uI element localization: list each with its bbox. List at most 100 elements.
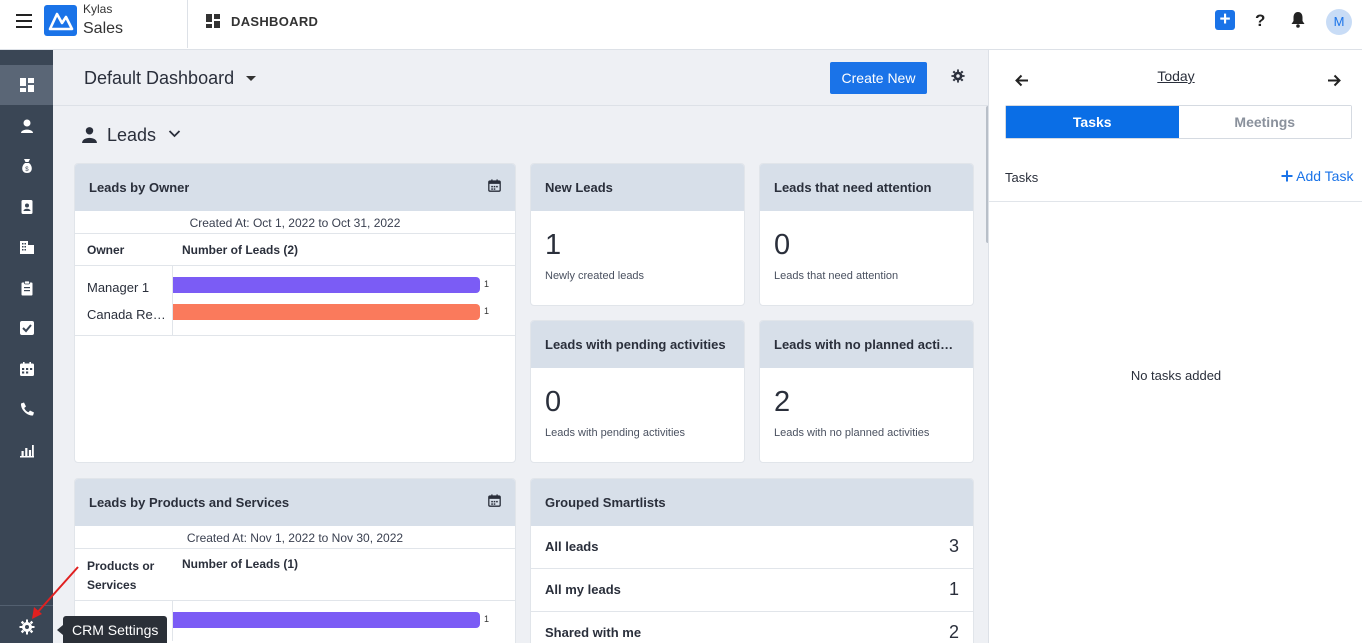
- smartlist-row[interactable]: All leads 3: [531, 526, 973, 569]
- day-label[interactable]: Today: [1157, 68, 1195, 84]
- smartlist-count: 1: [948, 579, 959, 599]
- tasks-checkbox-icon: [19, 321, 34, 335]
- brand-product: Sales: [83, 20, 124, 37]
- column-header-count: Number of Leads (1): [182, 557, 299, 571]
- divider: [989, 201, 1362, 202]
- stat-value: 2: [774, 386, 791, 418]
- card-header: Leads with pending activities: [531, 321, 744, 368]
- calendar-icon[interactable]: [488, 178, 501, 197]
- sidebar-item-companies[interactable]: [0, 227, 53, 267]
- phone-icon: [20, 402, 34, 416]
- smartlist-row[interactable]: All my leads 1: [531, 569, 973, 612]
- column-header-count: Number of Leads (2): [182, 242, 299, 257]
- hamburger-menu-icon[interactable]: [16, 14, 32, 28]
- arrow-right-icon[interactable]: [1327, 74, 1341, 92]
- panel-tabs: Tasks Meetings: [1005, 105, 1352, 139]
- card-header: Grouped Smartlists: [531, 479, 973, 526]
- sidebar-item-crm-settings[interactable]: [0, 607, 53, 643]
- section-chevron-down-icon[interactable]: [168, 127, 181, 145]
- arrow-left-icon[interactable]: [1015, 74, 1029, 92]
- smartlist-label: All leads: [545, 539, 599, 554]
- section-title: Leads: [107, 125, 157, 145]
- grouped-smartlists-card: Grouped Smartlists All leads 3 All my le…: [530, 478, 974, 643]
- smartlist-row[interactable]: Shared with me 2: [531, 612, 973, 643]
- sidebar-item-tasks[interactable]: [0, 308, 53, 348]
- stat-caption: Newly created leads: [545, 270, 645, 282]
- settings-gear-icon: [19, 619, 34, 635]
- bar-value: 1: [484, 614, 490, 624]
- dashboard-settings-gear-icon[interactable]: [951, 69, 965, 88]
- column-header-line: Services: [87, 578, 137, 592]
- sidebar-item-reports[interactable]: [0, 430, 53, 470]
- brand-name: Kylas: [83, 2, 113, 16]
- quick-add-button[interactable]: +: [1215, 10, 1235, 30]
- stat-value: 1: [545, 229, 562, 261]
- bar-manager-1[interactable]: [173, 277, 480, 293]
- empty-state-text: No tasks added: [1130, 368, 1222, 383]
- divider: [187, 0, 188, 48]
- crm-settings-tooltip: CRM Settings: [56, 616, 168, 643]
- calendar-icon: [19, 362, 34, 376]
- date-range-label: Created At: Oct 1, 2022 to Oct 31, 2022: [189, 216, 401, 230]
- card-header: Leads with no planned activities: [760, 321, 973, 368]
- leads-attention-card[interactable]: Leads that need attention 0 Leads that n…: [759, 163, 974, 306]
- sidebar-item-clipboard[interactable]: [0, 268, 53, 308]
- page-title: DASHBOARD: [231, 14, 319, 29]
- dashboard-icon: [19, 78, 34, 92]
- column-divider: [172, 601, 173, 641]
- add-task-link[interactable]: Add Task: [1281, 168, 1353, 184]
- sidebar-item-calendar[interactable]: [0, 349, 53, 389]
- address-book-icon: [21, 200, 32, 214]
- sidebar-item-contacts[interactable]: [0, 106, 53, 146]
- sidebar-divider: [0, 605, 53, 606]
- contacts-icon: [20, 119, 33, 133]
- bar-product[interactable]: [173, 612, 480, 628]
- card-title: Leads by Owner: [89, 180, 190, 195]
- card-title: Leads with no planned activities: [774, 337, 959, 352]
- card-header: New Leads: [531, 164, 744, 211]
- leads-by-products-card: Leads by Products and Services Created A…: [74, 478, 516, 643]
- sidebar-item-address-book[interactable]: [0, 187, 53, 227]
- kylas-logo[interactable]: [44, 5, 77, 36]
- stat-caption: Leads with no planned activities: [774, 427, 930, 439]
- date-range-label: Created At: Nov 1, 2022 to Nov 30, 2022: [186, 531, 404, 545]
- leads-no-planned-card[interactable]: Leads with no planned activities 2 Leads…: [759, 320, 974, 463]
- sidebar-item-calls[interactable]: [0, 389, 53, 429]
- leads-pending-card[interactable]: Leads with pending activities 0 Leads wi…: [530, 320, 745, 463]
- stat-caption: Leads with pending activities: [545, 427, 686, 439]
- user-icon: [81, 126, 98, 148]
- top-bar: Kylas Sales DASHBOARD + ? M: [0, 0, 1362, 50]
- column-header-products: Products or Services: [75, 557, 172, 595]
- chevron-down-icon[interactable]: [246, 76, 256, 81]
- dashboard-selector[interactable]: Default Dashboard: [84, 68, 235, 88]
- card-title: Leads that need attention: [774, 180, 932, 195]
- table-header: Owner Number of Leads (2): [75, 234, 515, 266]
- tasks-panel: Today Tasks Meetings Tasks Add Task No t…: [988, 50, 1362, 643]
- card-title: Leads by Products and Services: [89, 495, 290, 510]
- deals-icon: $: [21, 159, 32, 173]
- stat-caption: Leads that need attention: [774, 270, 899, 282]
- dashboard-grid-icon: [206, 14, 220, 33]
- owner-table: Owner Number of Leads (2) Manager 1 Cana…: [75, 233, 515, 336]
- calendar-icon[interactable]: [488, 493, 501, 512]
- sidebar-item-dashboard[interactable]: [0, 65, 53, 105]
- tasks-heading: Tasks: [1005, 170, 1039, 185]
- owner-label: Canada Representative: [87, 307, 171, 322]
- main-content: Default Dashboard Create New Leads Leads…: [53, 50, 990, 643]
- avatar[interactable]: M: [1326, 9, 1352, 35]
- new-leads-card[interactable]: New Leads 1 Newly created leads: [530, 163, 745, 306]
- card-title: Leads with pending activities: [545, 337, 726, 352]
- bar-canada-rep[interactable]: [173, 304, 480, 320]
- help-icon[interactable]: ?: [1255, 11, 1266, 30]
- products-table: Products or Services Number of Leads (1)…: [75, 548, 515, 641]
- tab-meetings[interactable]: Meetings: [1178, 106, 1351, 138]
- smartlist-count: 2: [948, 622, 959, 642]
- dashboard-header: Default Dashboard Create New: [53, 50, 988, 106]
- bell-icon[interactable]: [1290, 11, 1306, 33]
- owner-label: Manager 1: [87, 280, 150, 295]
- smartlist-label: All my leads: [545, 582, 621, 597]
- card-header: Leads that need attention: [760, 164, 973, 211]
- tab-tasks[interactable]: Tasks: [1006, 106, 1179, 138]
- sidebar-item-deals[interactable]: $: [0, 146, 53, 186]
- create-new-button[interactable]: Create New: [830, 62, 927, 94]
